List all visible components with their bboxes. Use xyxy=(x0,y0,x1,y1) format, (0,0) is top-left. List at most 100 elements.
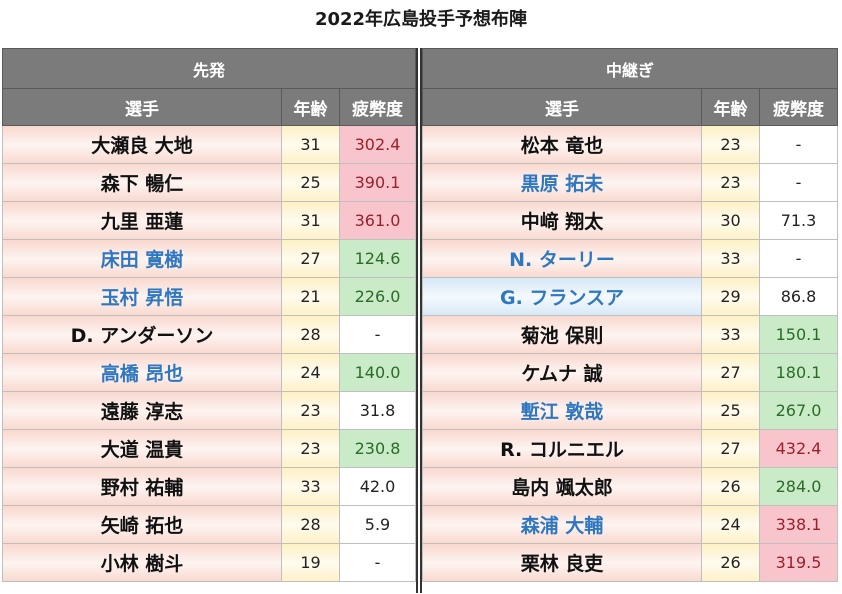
player-fatigue: 390.1 xyxy=(339,163,416,202)
player-fatigue: 338.1 xyxy=(759,505,838,544)
player-fatigue: 86.8 xyxy=(759,277,838,316)
player-name: 塹江 敦哉 xyxy=(422,391,702,430)
player-age: 31 xyxy=(281,125,340,164)
table-row: 松本 竜也 23- xyxy=(422,125,838,164)
table-row: 小林 樹斗 19- xyxy=(2,543,416,582)
section-title-starters: 先発 xyxy=(2,48,416,89)
player-fatigue: 284.0 xyxy=(759,467,838,506)
table-row: N. ターリー 33- xyxy=(422,239,838,278)
player-age: 27 xyxy=(701,429,760,468)
player-name: 矢崎 拓也 xyxy=(2,505,282,544)
player-age: 27 xyxy=(281,239,340,278)
table-row: 高橋 昂也 24 140.0 xyxy=(2,353,416,392)
player-fatigue: 432.4 xyxy=(759,429,838,468)
table-row: 黒原 拓未 23- xyxy=(422,163,838,202)
table-row: 中﨑 翔太 30 71.3 xyxy=(422,201,838,240)
column-header-age: 年齢 xyxy=(281,88,340,126)
player-name: D. アンダーソン xyxy=(2,315,282,354)
table-divider xyxy=(416,48,422,593)
player-fatigue: - xyxy=(759,239,838,278)
player-age: 31 xyxy=(281,201,340,240)
player-fatigue: 124.6 xyxy=(339,239,416,278)
table-row: 栗林 良吏 26 319.5 xyxy=(422,543,838,582)
player-name: G. フランスア xyxy=(422,277,702,316)
table-row: 塹江 敦哉 25 267.0 xyxy=(422,391,838,430)
table-row: 森下 暢仁 25 390.1 xyxy=(2,163,416,202)
column-header-row: 選手 年齢 疲弊度 xyxy=(422,88,838,126)
player-fatigue: 71.3 xyxy=(759,201,838,240)
player-fatigue: 302.4 xyxy=(339,125,416,164)
player-name: 床田 寛樹 xyxy=(2,239,282,278)
table-row: R. コルニエル 27 432.4 xyxy=(422,429,838,468)
column-header-player: 選手 xyxy=(2,88,282,126)
table-row: 大瀬良 大地 31 302.4 xyxy=(2,125,416,164)
player-fatigue: 42.0 xyxy=(339,467,416,506)
player-age: 24 xyxy=(701,505,760,544)
table-row: 菊池 保則 33 150.1 xyxy=(422,315,838,354)
table-row: ケムナ 誠 27 180.1 xyxy=(422,353,838,392)
column-header-row: 選手 年齢 疲弊度 xyxy=(2,88,416,126)
player-name: 小林 樹斗 xyxy=(2,543,282,582)
player-age: 33 xyxy=(281,467,340,506)
column-header-fatigue: 疲弊度 xyxy=(339,88,416,126)
player-fatigue: 150.1 xyxy=(759,315,838,354)
page-title: 2022年広島投手予想布陣 xyxy=(314,9,528,30)
starters-table: 先発 選手 年齢 疲弊度 大瀬良 大地 31 302.4 森下 暢仁 25 390.1 九里… xyxy=(2,48,416,582)
player-name: 菊池 保則 xyxy=(422,315,702,354)
column-header-player: 選手 xyxy=(422,88,702,126)
player-name: 玉村 昇悟 xyxy=(2,277,282,316)
column-header-fatigue: 疲弊度 xyxy=(759,88,838,126)
player-age: 25 xyxy=(281,163,340,202)
player-name: 中﨑 翔太 xyxy=(422,201,702,240)
player-fatigue: 226.0 xyxy=(339,277,416,316)
table-row: G. フランスア 29 86.8 xyxy=(422,277,838,316)
player-name: 野村 祐輔 xyxy=(2,467,282,506)
player-age: 23 xyxy=(281,429,340,468)
section-header-row: 先発 xyxy=(2,48,416,89)
player-fatigue: - xyxy=(339,315,416,354)
player-name: 九里 亜蓮 xyxy=(2,201,282,240)
table-row: 島内 颯太郎 26 284.0 xyxy=(422,467,838,506)
player-age: 19 xyxy=(281,543,340,582)
table-row: 森浦 大輔 24 338.1 xyxy=(422,505,838,544)
table-row: 玉村 昇悟 21 226.0 xyxy=(2,277,416,316)
table-row: 遠藤 淳志 23 31.8 xyxy=(2,391,416,430)
player-name: 森浦 大輔 xyxy=(422,505,702,544)
table-row: 大道 温貴 23 230.8 xyxy=(2,429,416,468)
player-name: 高橋 昂也 xyxy=(2,353,282,392)
player-name: 黒原 拓未 xyxy=(422,163,702,202)
player-fatigue: 180.1 xyxy=(759,353,838,392)
player-fatigue: 267.0 xyxy=(759,391,838,430)
player-age: 26 xyxy=(701,467,760,506)
player-age: 21 xyxy=(281,277,340,316)
player-age: 33 xyxy=(701,239,760,278)
table-row: 床田 寛樹 27 124.6 xyxy=(2,239,416,278)
player-age: 23 xyxy=(701,125,760,164)
player-name: 栗林 良吏 xyxy=(422,543,702,582)
player-age: 28 xyxy=(281,315,340,354)
table-row: 野村 祐輔 33 42.0 xyxy=(2,467,416,506)
player-fatigue: 361.0 xyxy=(339,201,416,240)
player-fatigue: 319.5 xyxy=(759,543,838,582)
player-age: 30 xyxy=(701,201,760,240)
table-row: D. アンダーソン 28- xyxy=(2,315,416,354)
player-fatigue: - xyxy=(339,543,416,582)
player-age: 23 xyxy=(701,163,760,202)
player-name: 島内 颯太郎 xyxy=(422,467,702,506)
player-age: 29 xyxy=(701,277,760,316)
column-header-age: 年齢 xyxy=(701,88,760,126)
player-name: ケムナ 誠 xyxy=(422,353,702,392)
player-fatigue: - xyxy=(759,125,838,164)
player-fatigue: 5.9 xyxy=(339,505,416,544)
player-fatigue: 31.8 xyxy=(339,391,416,430)
player-name: 松本 竜也 xyxy=(422,125,702,164)
table-row: 矢崎 拓也 28 5.9 xyxy=(2,505,416,544)
section-title-relievers: 中継ぎ xyxy=(422,48,838,89)
player-name: 遠藤 淳志 xyxy=(2,391,282,430)
player-age: 33 xyxy=(701,315,760,354)
player-age: 25 xyxy=(701,391,760,430)
player-age: 27 xyxy=(701,353,760,392)
player-name: R. コルニエル xyxy=(422,429,702,468)
relievers-table: 中継ぎ 選手 年齢 疲弊度 松本 竜也 23- 黒原 拓未 23- 中﨑 翔太 30 71.… xyxy=(422,48,838,582)
player-age: 24 xyxy=(281,353,340,392)
